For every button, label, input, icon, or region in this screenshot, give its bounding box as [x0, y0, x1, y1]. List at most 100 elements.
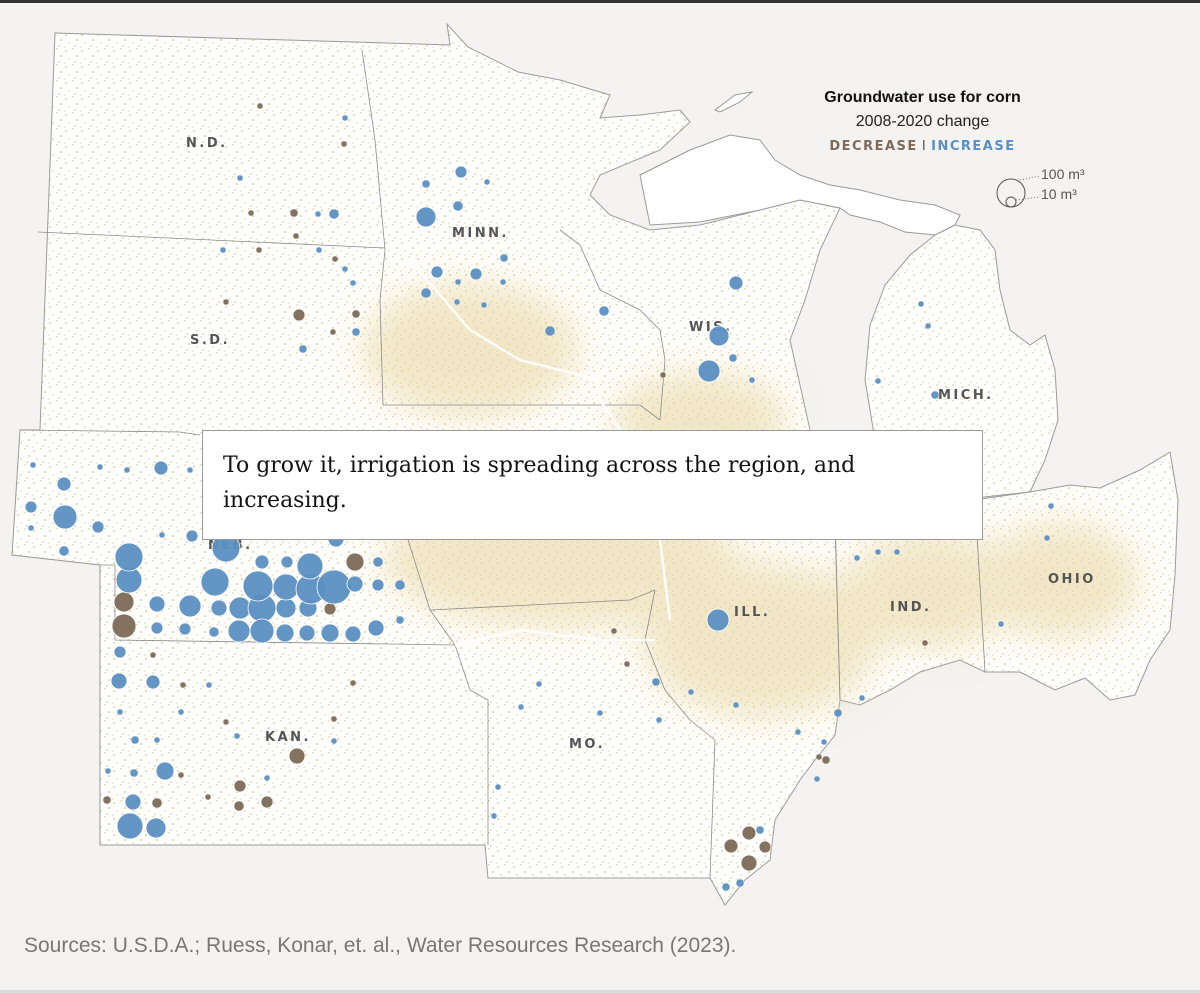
increase-circle [275, 623, 295, 643]
increase-circle [242, 570, 274, 602]
increase-circle [272, 573, 300, 601]
increase-circle [893, 548, 901, 556]
increase-circle [178, 622, 192, 636]
increase-circle [351, 327, 361, 337]
increase-circle [27, 524, 35, 532]
decrease-circle [758, 840, 772, 854]
increase-circle [24, 500, 38, 514]
groundwater-bubbles [24, 102, 1055, 892]
decrease-circle [233, 800, 245, 812]
increase-circle [735, 878, 745, 888]
increase-circle [1047, 502, 1055, 510]
legend-color-key: DECREASE I INCREASE [800, 139, 1045, 154]
increase-circle [346, 575, 364, 593]
increase-circle [349, 279, 357, 287]
decrease-circle [102, 795, 112, 805]
increase-circle [130, 735, 140, 745]
increase-circle [315, 246, 323, 254]
increase-circle [145, 817, 167, 839]
increase-circle [177, 708, 185, 716]
increase-circle [874, 377, 882, 385]
increase-circle [158, 531, 166, 539]
source-note: Sources: U.S.D.A.; Ruess, Konar, et. al.… [24, 934, 737, 957]
increase-circle [732, 701, 740, 709]
increase-circle [544, 325, 556, 337]
decrease-circle [921, 639, 929, 647]
increase-circle [687, 688, 695, 696]
decrease-circle [204, 793, 212, 801]
increase-circle [320, 623, 340, 643]
decrease-circle [288, 747, 306, 765]
increase-circle [697, 359, 721, 383]
increase-circle [104, 767, 112, 775]
increase-circle [1043, 534, 1051, 542]
increase-circle [263, 774, 271, 782]
state-label-mo: MO. [569, 737, 605, 752]
increase-circle [29, 461, 37, 469]
increase-circle [153, 460, 169, 476]
decrease-circle [177, 771, 185, 779]
decrease-circle [815, 753, 823, 761]
increase-circle [748, 376, 756, 384]
increase-circle [91, 520, 105, 534]
increase-circle [314, 210, 322, 218]
increase-circle [874, 548, 882, 556]
decrease-circle [222, 718, 230, 726]
increase-circle [395, 615, 405, 625]
decrease-circle [179, 681, 187, 689]
increase-circle [415, 206, 437, 228]
decrease-circle [330, 715, 338, 723]
state-label-ind: IND. [890, 600, 931, 615]
increase-circle [275, 597, 297, 619]
increase-circle [755, 825, 765, 835]
legend-decrease-label: DECREASE [829, 139, 918, 154]
increase-circle [430, 265, 444, 279]
decrease-circle [292, 308, 306, 322]
decrease-circle [292, 232, 300, 240]
increase-circle [341, 265, 349, 273]
increase-circle [150, 621, 164, 635]
increase-circle [298, 344, 308, 354]
decrease-circle [349, 679, 357, 687]
decrease-circle [255, 246, 263, 254]
increase-circle [208, 626, 220, 638]
increase-circle [820, 738, 828, 746]
increase-circle [280, 555, 294, 569]
increase-circle [186, 466, 194, 474]
increase-circle [341, 114, 349, 122]
increase-circle [178, 594, 202, 618]
increase-circle [728, 275, 744, 291]
size-legend-small-circle [1005, 196, 1017, 208]
legend-title: Groundwater use for corn [824, 89, 1021, 106]
increase-circle [490, 812, 498, 820]
increase-circle [316, 569, 352, 605]
increase-circle [535, 680, 543, 688]
michigan-upper-peninsula [639, 134, 961, 236]
increase-circle [367, 619, 385, 637]
state-label-sd: S.D. [190, 333, 230, 348]
increase-circle [328, 208, 340, 220]
increase-circle [153, 736, 161, 744]
increase-circle [833, 708, 843, 718]
increase-circle [148, 595, 166, 613]
increase-circle [794, 728, 802, 736]
increase-circle [453, 298, 461, 306]
size-legend-leader-large [1019, 175, 1041, 181]
narrative-caption: To grow it, irrigation is spreading acro… [202, 430, 983, 540]
increase-circle [853, 554, 861, 562]
decrease-circle [623, 660, 631, 668]
increase-circle [116, 708, 124, 716]
increase-circle [233, 732, 241, 740]
decrease-circle [741, 825, 757, 841]
legend-separator: I [921, 139, 928, 154]
increase-circle [930, 390, 940, 400]
decrease-circle [256, 102, 264, 110]
decrease-circle [233, 779, 247, 793]
decrease-circle [323, 602, 337, 616]
decrease-circle [113, 591, 135, 613]
increase-circle [371, 578, 385, 592]
decrease-circle [289, 208, 299, 218]
legend-increase-label: INCREASE [931, 139, 1016, 154]
decrease-circle [659, 371, 667, 379]
